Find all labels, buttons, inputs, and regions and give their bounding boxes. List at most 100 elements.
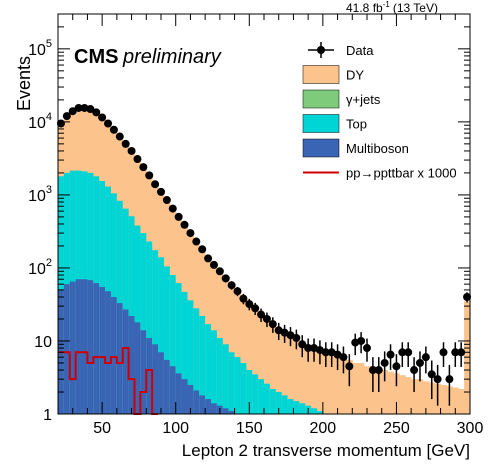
data-point [186, 229, 195, 238]
dy-bar [311, 346, 318, 414]
data-point [174, 212, 183, 221]
top-bar [246, 370, 253, 414]
y-tick-base: 10 [28, 188, 46, 205]
top-bar [281, 395, 288, 414]
multiboson-bar [93, 283, 100, 414]
data-point [421, 353, 430, 362]
multiboson-bar [228, 410, 235, 414]
data-point [427, 370, 436, 379]
dy-bar [411, 379, 418, 414]
multiboson-bar [99, 286, 106, 414]
dy-bar [328, 352, 336, 414]
data-point [221, 274, 230, 283]
legend-label-gjets: γ+jets [346, 92, 381, 107]
lumi-label: 41.8 fb-1 (13 TeV) [346, 0, 438, 15]
legend-swatch-top [302, 114, 340, 133]
data-point [363, 344, 371, 353]
multiboson-bar [193, 390, 200, 414]
signal-histogram [58, 347, 159, 415]
data-point [339, 353, 348, 362]
y-tick-label: 1 [43, 407, 52, 424]
dy-bar [264, 320, 271, 414]
y-tick-base: 10 [28, 42, 46, 59]
dy-bar [316, 348, 324, 414]
x-tick-label: 150 [236, 420, 263, 437]
top-bar [264, 383, 271, 414]
multiboson-bar [87, 280, 94, 414]
top-bar [228, 352, 235, 414]
dy-bar [452, 387, 459, 414]
dy-bar [387, 371, 394, 414]
data-point [268, 320, 277, 329]
data-point [168, 204, 177, 213]
lumi-value: 41.8 fb [346, 1, 383, 15]
data-point [109, 125, 118, 134]
data-point [262, 314, 271, 323]
y-tick-label: 104 [28, 111, 52, 132]
top-bar [169, 275, 177, 414]
dy-bar [352, 362, 359, 414]
multiboson-bar [181, 379, 188, 414]
data-point [398, 348, 407, 357]
dy-bar [305, 344, 312, 414]
top-bar [216, 337, 224, 414]
dy-bar [399, 375, 406, 414]
data-point [304, 344, 313, 353]
top-bar [299, 403, 306, 414]
multiboson-bar [122, 309, 130, 414]
data-point [233, 287, 242, 296]
top-bar [211, 330, 218, 414]
y-tick-label: 10 [34, 334, 52, 351]
data-point [98, 113, 107, 122]
x-tick-label: 100 [162, 420, 189, 437]
y-tick-base: 10 [28, 115, 46, 132]
top-bar [158, 257, 165, 414]
multiboson-bar [105, 291, 112, 414]
y-tick-label: 103 [28, 184, 52, 205]
data-point [115, 132, 124, 141]
data-point [68, 107, 77, 116]
multiboson-bar [128, 315, 135, 414]
legend-swatch-multiboson [302, 138, 340, 158]
experiment-label: CMS [74, 46, 118, 68]
data-point [415, 358, 424, 367]
y-tick-base: 10 [28, 261, 46, 278]
multiboson-bar [116, 303, 124, 414]
data-point [121, 139, 130, 148]
energy-value: (13 TeV) [393, 1, 438, 15]
top-bar [140, 233, 147, 414]
data-point [457, 348, 466, 357]
data-point [151, 180, 160, 189]
data-point [239, 294, 248, 303]
data-point [92, 108, 101, 117]
top-bar [222, 344, 230, 414]
dy-bar [340, 357, 347, 414]
dy-bar [334, 354, 341, 414]
data-point [145, 171, 154, 180]
y-tick-label: 105 [28, 38, 52, 59]
dy-bar [258, 315, 265, 414]
data-point [251, 304, 260, 313]
data-points [56, 103, 472, 406]
top-bar [252, 374, 259, 414]
multiboson-bar [175, 373, 182, 414]
multiboson-bar [211, 403, 218, 414]
y-axis-title: Events [14, 56, 34, 111]
dy-bar [417, 379, 424, 414]
multiboson-bar [187, 384, 194, 414]
data-point [392, 362, 401, 371]
legend: Data DY γ+jets Top Multiboson pp→ppttbar x 10… [302, 42, 457, 181]
data-point [368, 366, 377, 375]
legend-swatch-dy [302, 65, 340, 84]
dy-bar [381, 370, 388, 414]
legend-label-dy: DY [346, 68, 364, 83]
legend-label-top: Top [346, 117, 367, 132]
data-point [345, 362, 354, 371]
data-point [62, 112, 71, 121]
multiboson-bar [110, 297, 118, 414]
x-tick-label: 200 [310, 420, 337, 437]
dy-bar [299, 340, 306, 414]
y-tick-label: 102 [28, 257, 52, 278]
data-point [204, 254, 213, 263]
